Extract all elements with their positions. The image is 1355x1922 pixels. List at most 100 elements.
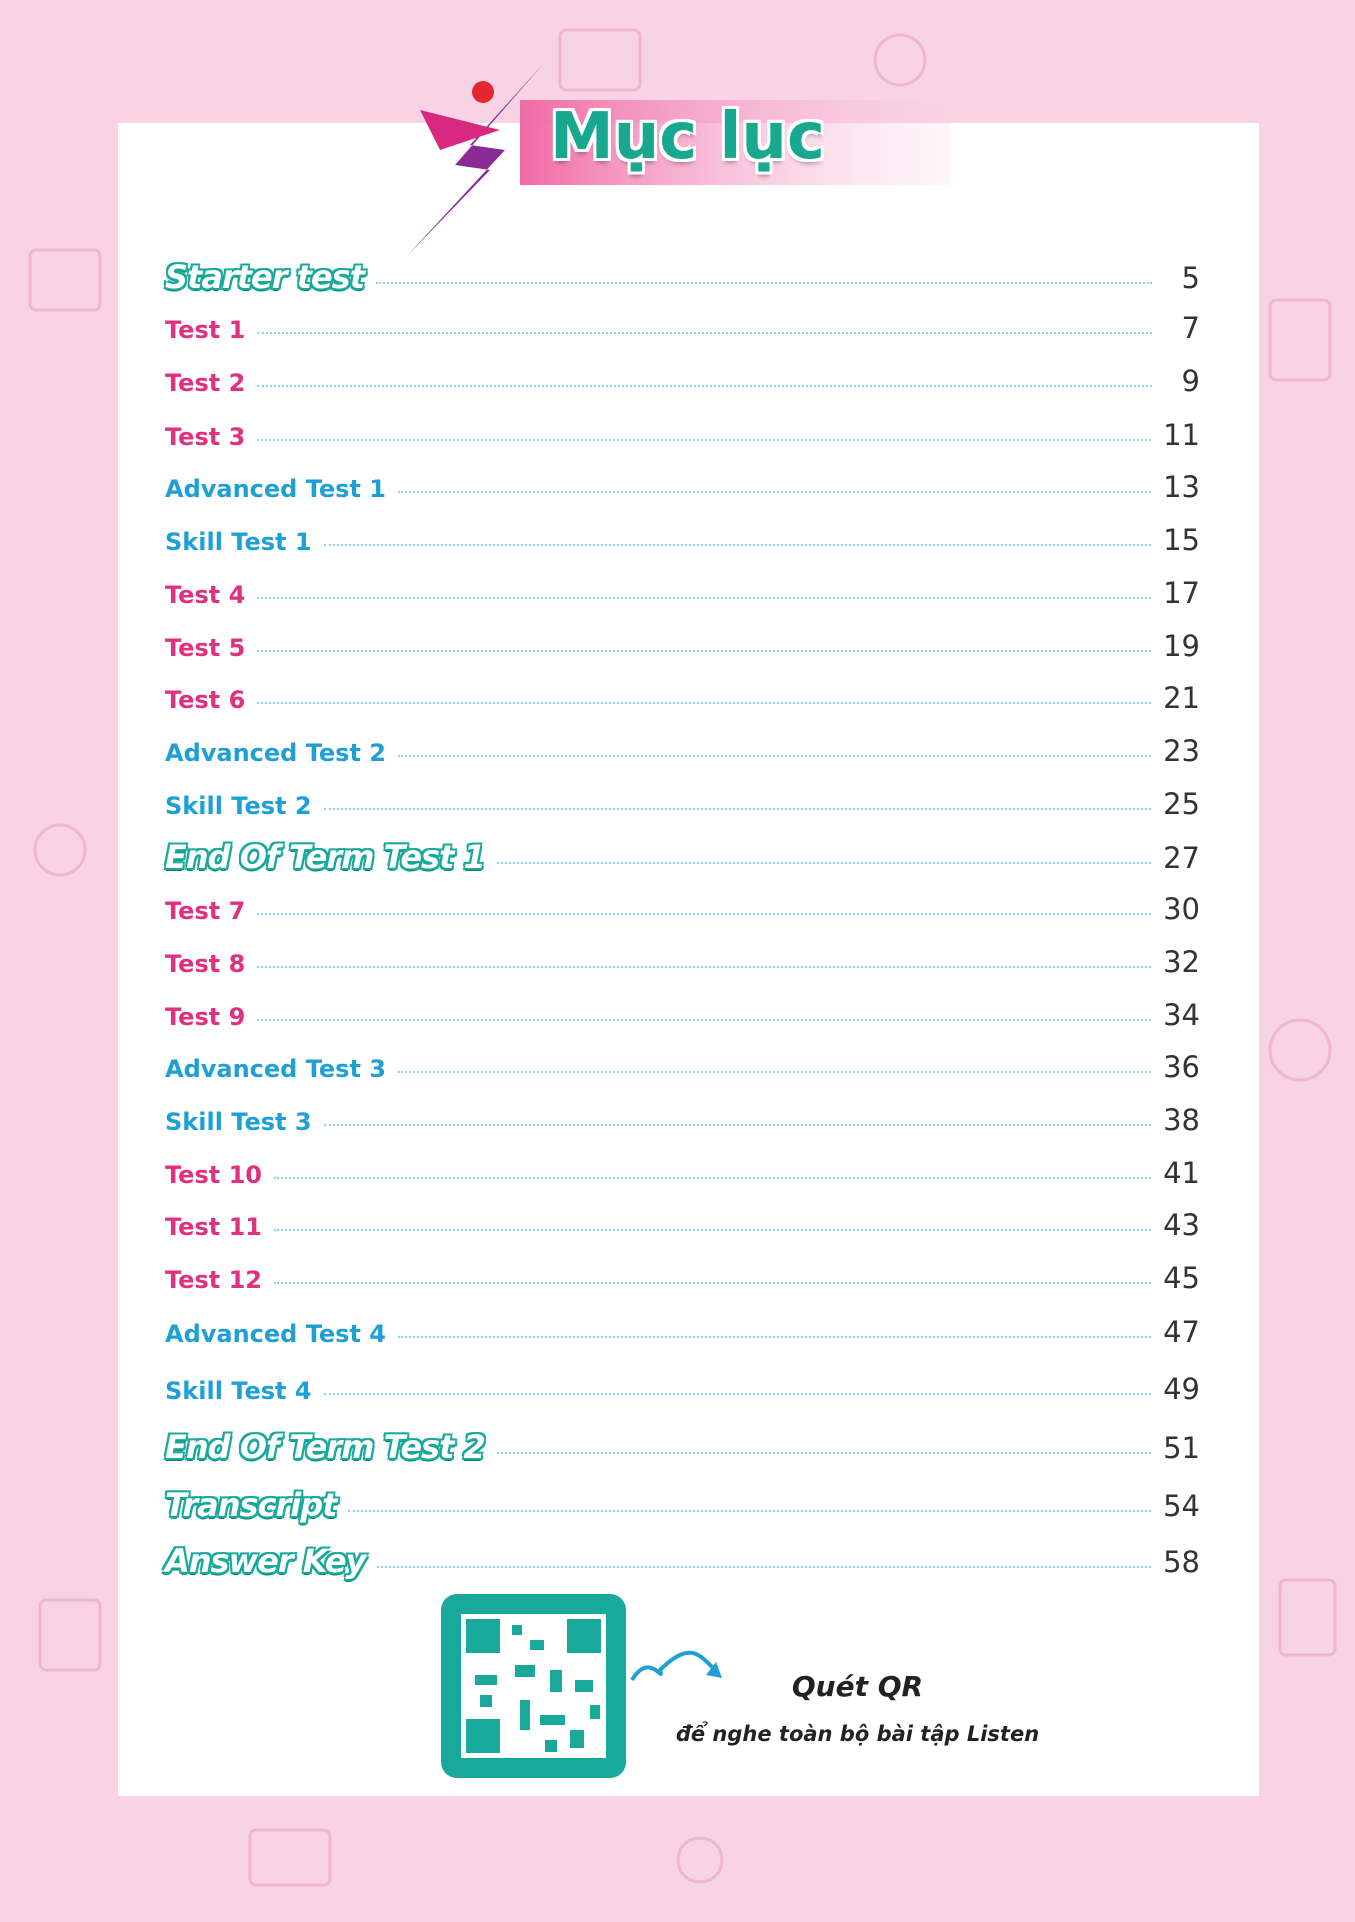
leader-dots [257, 649, 1152, 652]
page-number: 49 [1163, 1371, 1200, 1406]
entry-label: Test 7 [165, 897, 246, 926]
page-number: 32 [1163, 944, 1200, 979]
entry-label: Test 8 [165, 949, 246, 978]
entry-label: Skill Test 2 [165, 791, 312, 820]
page-number: 21 [1163, 681, 1200, 716]
qr-caption: để nghe toàn bộ bài tập Listen [675, 1722, 1040, 1746]
page-number: 19 [1163, 628, 1200, 663]
leader-dots [257, 1018, 1152, 1021]
page-number: 58 [1163, 1544, 1200, 1579]
leader-dots [496, 862, 1152, 865]
entry-label: Test 2 [165, 368, 246, 397]
entry-label: End Of Term Test 2 [165, 1427, 486, 1466]
leader-dots [398, 491, 1152, 494]
page-number: 41 [1163, 1155, 1200, 1190]
leader-dots [398, 754, 1152, 757]
toc-entry: Advanced Test 2 23 [165, 734, 1200, 768]
page-number: 9 [1181, 363, 1200, 398]
leader-dots [377, 1565, 1152, 1568]
leader-dots [257, 332, 1152, 335]
entry-label: Starter test [165, 258, 365, 297]
leader-dots [257, 384, 1152, 387]
leader-dots [257, 965, 1152, 968]
entry-label: Test 6 [165, 686, 246, 715]
entry-label: Advanced Test 3 [165, 1055, 386, 1084]
page-number: 30 [1163, 892, 1200, 927]
leader-dots [323, 807, 1152, 810]
toc-entry: Test 2 9 [165, 364, 1200, 398]
entry-label: Test 9 [165, 1002, 246, 1031]
page-number: 38 [1163, 1103, 1200, 1138]
toc-entry: Skill Test 2 25 [165, 787, 1200, 821]
entry-label: Skill Test 4 [165, 1376, 312, 1405]
page-number: 17 [1163, 575, 1200, 610]
entry-label: Test 11 [165, 1213, 262, 1242]
page-number: 51 [1163, 1430, 1200, 1465]
entry-label: Test 12 [165, 1266, 262, 1295]
entry-label: Test 3 [165, 422, 246, 451]
page-number: 45 [1163, 1261, 1200, 1296]
page-number: 13 [1163, 470, 1200, 505]
toc-entry: Test 1 7 [165, 311, 1200, 345]
leader-dots [323, 1392, 1152, 1395]
toc-entry: Test 10 41 [165, 1156, 1200, 1190]
toc-entry: Advanced Test 1 13 [165, 470, 1200, 504]
entry-label: Test 1 [165, 316, 246, 345]
leader-dots [273, 1176, 1152, 1179]
page-number: 47 [1163, 1315, 1200, 1350]
leader-dots [496, 1451, 1152, 1454]
toc-entry: Test 4 17 [165, 576, 1200, 610]
page-number: 34 [1163, 997, 1200, 1032]
leader-dots [375, 282, 1152, 285]
entry-label: Test 10 [165, 1160, 262, 1189]
entry-label: Skill Test 1 [165, 528, 312, 557]
page-number: 7 [1181, 311, 1200, 346]
toc-entry: Skill Test 3 38 [165, 1103, 1200, 1137]
entry-label: Advanced Test 1 [165, 475, 386, 504]
toc-entry: End Of Term Test 2 51 [165, 1428, 1200, 1466]
page-number: 23 [1163, 733, 1200, 768]
page-number: 25 [1163, 786, 1200, 821]
toc-entry: Test 3 11 [165, 418, 1200, 452]
entry-label: Advanced Test 4 [165, 1320, 386, 1349]
toc-entry: Skill Test 4 49 [165, 1372, 1200, 1406]
page-number: 15 [1163, 523, 1200, 558]
entry-label: Test 4 [165, 580, 246, 609]
toc-entry: Starter test 5 [165, 258, 1200, 296]
entry-label: Answer Key [165, 1541, 366, 1580]
toc-entry: Skill Test 1 15 [165, 523, 1200, 557]
leader-dots [257, 596, 1152, 599]
leader-dots [273, 1282, 1152, 1285]
leader-dots [257, 913, 1152, 916]
toc-entry: Test 7 30 [165, 892, 1200, 926]
leader-dots [398, 1336, 1152, 1339]
leader-dots [348, 1509, 1152, 1512]
toc-entry: Advanced Test 3 36 [165, 1050, 1200, 1084]
toc-entry: Advanced Test 4 47 [165, 1315, 1200, 1349]
page-number: 54 [1163, 1488, 1200, 1523]
toc-entry: Test 9 34 [165, 998, 1200, 1032]
leader-dots [257, 438, 1152, 441]
leader-dots [323, 1124, 1152, 1127]
page-number: 5 [1181, 261, 1200, 296]
leader-dots [257, 702, 1152, 705]
entry-label: Transcript [165, 1485, 337, 1524]
toc-entry: Test 6 21 [165, 681, 1200, 715]
entry-label: Advanced Test 2 [165, 738, 386, 767]
page-number: 36 [1163, 1050, 1200, 1085]
page-number: 27 [1163, 841, 1200, 876]
content-panel [118, 123, 1259, 1796]
page-title: Mục lục [550, 100, 825, 174]
qr-title: Quét QR [791, 1670, 924, 1703]
toc-entry: Test 11 43 [165, 1208, 1200, 1242]
toc-entry: Test 5 19 [165, 629, 1200, 663]
entry-label: End Of Term Test 1 [165, 838, 486, 877]
leader-dots [398, 1071, 1152, 1074]
page-number: 11 [1163, 417, 1200, 452]
toc-entry: Test 8 32 [165, 945, 1200, 979]
toc-entry: Test 12 45 [165, 1261, 1200, 1295]
entry-label: Skill Test 3 [165, 1108, 312, 1137]
toc-entry: End Of Term Test 1 27 [165, 838, 1200, 876]
